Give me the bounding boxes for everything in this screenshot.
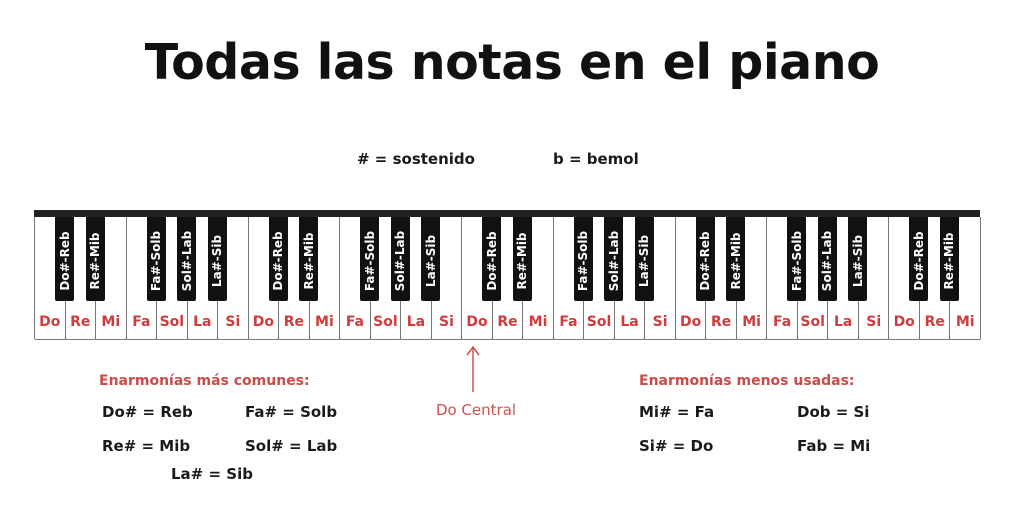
black-key-label: Fa#-Solb: [362, 230, 377, 292]
black-key[interactable]: La#-Sib: [421, 217, 441, 301]
white-key-label: Sol: [800, 314, 825, 330]
black-key-label: Do#-Reb: [698, 231, 713, 291]
white-key-label: Mi: [101, 314, 121, 330]
legend-flat: b = bemol: [553, 150, 639, 168]
white-key-label: Do: [39, 314, 61, 330]
enharmonic-item: Sol# = Lab: [245, 437, 338, 455]
black-key[interactable]: Re#-Mib: [299, 217, 319, 301]
black-key[interactable]: Fa#-Solb: [787, 217, 807, 301]
white-key-label: Fa: [773, 314, 792, 330]
black-key[interactable]: La#-Sib: [207, 217, 227, 301]
white-key-label: Si: [439, 314, 454, 330]
black-key[interactable]: Do#-Reb: [55, 217, 75, 301]
white-key-label: La: [406, 314, 426, 330]
black-key-label: Sol#-Lab: [179, 230, 194, 292]
black-key-label: Sol#-Lab: [606, 230, 621, 292]
white-key-label: Fa: [345, 314, 365, 330]
page-title: Todas las notas en el piano: [144, 34, 880, 91]
white-key-label: Do: [893, 314, 915, 330]
white-key-label: Re: [924, 314, 945, 330]
black-key-label: Re#-Mib: [942, 232, 957, 290]
black-key-label: Re#-Mib: [515, 232, 530, 290]
black-key[interactable]: Re#-Mib: [939, 217, 959, 301]
black-key[interactable]: Do#-Reb: [268, 217, 288, 301]
black-key-label: La#-Sib: [423, 234, 438, 288]
white-key-label: Si: [652, 314, 668, 330]
enharmonic-item: Mi# = Fa: [639, 403, 715, 421]
black-key-label: Re#-Mib: [88, 232, 103, 290]
enharmonic-item: Re# = Mib: [102, 437, 191, 455]
black-key-label: Re#-Mib: [301, 232, 316, 290]
black-key[interactable]: Re#-Mib: [85, 217, 105, 301]
white-key-label: Re: [497, 314, 518, 330]
black-key-label: La#-Sib: [850, 234, 865, 288]
black-key[interactable]: Re#-Mib: [726, 217, 746, 301]
black-key[interactable]: La#-Sib: [848, 217, 868, 301]
black-key-label: Fa#-Solb: [789, 230, 804, 292]
common-heading: Enarmonías más comunes:: [99, 373, 310, 389]
enharmonic-item: Do# = Reb: [102, 403, 193, 421]
black-key[interactable]: Sol#-Lab: [817, 217, 837, 301]
black-key-label: Do#-Reb: [484, 231, 499, 291]
black-key-label: Do#-Reb: [57, 231, 72, 291]
white-key-label: La: [620, 314, 639, 330]
white-key-label: Re: [283, 314, 305, 330]
white-key-label: Si: [866, 314, 882, 330]
black-key-label: La#-Sib: [210, 234, 225, 288]
black-key[interactable]: La#-Sib: [634, 217, 654, 301]
black-key-label: Do#-Reb: [911, 231, 926, 291]
black-key-label: Sol#-Lab: [393, 230, 408, 292]
enharmonic-item: La# = Sib: [171, 465, 253, 483]
white-key-label: Mi: [315, 314, 334, 330]
piano-keyboard: Do Re Mi Fa Sol La Si Do Re Mi Fa Sol La Si Do Re Mi Fa So…: [34, 210, 981, 340]
white-key-label: Fa: [559, 314, 578, 330]
enharmonic-item: Fab = Mi: [797, 437, 871, 455]
black-key[interactable]: Sol#-Lab: [390, 217, 410, 301]
black-key-label: Fa#-Solb: [576, 230, 591, 292]
black-key-label: Sol#-Lab: [820, 230, 835, 292]
black-key[interactable]: Sol#-Lab: [604, 217, 624, 301]
black-key[interactable]: Re#-Mib: [512, 217, 532, 301]
less-used-heading: Enarmonías menos usadas:: [639, 373, 855, 389]
white-key-label: Mi: [742, 314, 761, 330]
white-key-label: Re: [70, 314, 91, 330]
white-key-label: Si: [225, 314, 241, 330]
black-key[interactable]: Sol#-Lab: [177, 217, 197, 301]
black-key-label: Re#-Mib: [728, 232, 743, 290]
enharmonic-item: Si# = Do: [639, 437, 714, 455]
white-key-label: Do: [466, 314, 488, 330]
black-key[interactable]: Fa#-Solb: [146, 217, 166, 301]
black-key-label: La#-Sib: [637, 234, 652, 288]
enharmonic-item: Fa# = Solb: [245, 403, 338, 421]
white-key-label: Do: [252, 314, 274, 330]
white-key-label: Sol: [373, 314, 398, 330]
white-key-label: Mi: [955, 314, 975, 330]
white-key-label: Mi: [528, 314, 548, 330]
enharmonic-item: Dob = Si: [797, 403, 870, 421]
white-key-label: Do: [679, 314, 702, 330]
black-key-label: Fa#-Solb: [149, 230, 164, 292]
legend-sharp: # = sostenido: [357, 150, 475, 168]
keyboard-top-bar: [34, 210, 980, 217]
white-key-label: La: [833, 314, 853, 330]
arrow-up-icon: [466, 345, 480, 392]
white-key-label: Sol: [586, 314, 612, 330]
middle-c-label: Do Central: [435, 401, 517, 419]
black-key-label: Do#-Reb: [271, 231, 286, 291]
black-key[interactable]: Fa#-Solb: [573, 217, 593, 301]
white-key-label: Re: [710, 314, 732, 330]
white-key-label: La: [193, 314, 212, 330]
black-key[interactable]: Do#-Reb: [482, 217, 502, 301]
black-key[interactable]: Fa#-Solb: [360, 217, 380, 301]
black-key[interactable]: Do#-Reb: [695, 217, 715, 301]
white-key-label: Sol: [159, 314, 185, 330]
black-key[interactable]: Do#-Reb: [909, 217, 929, 301]
white-key-label: Fa: [132, 314, 151, 330]
